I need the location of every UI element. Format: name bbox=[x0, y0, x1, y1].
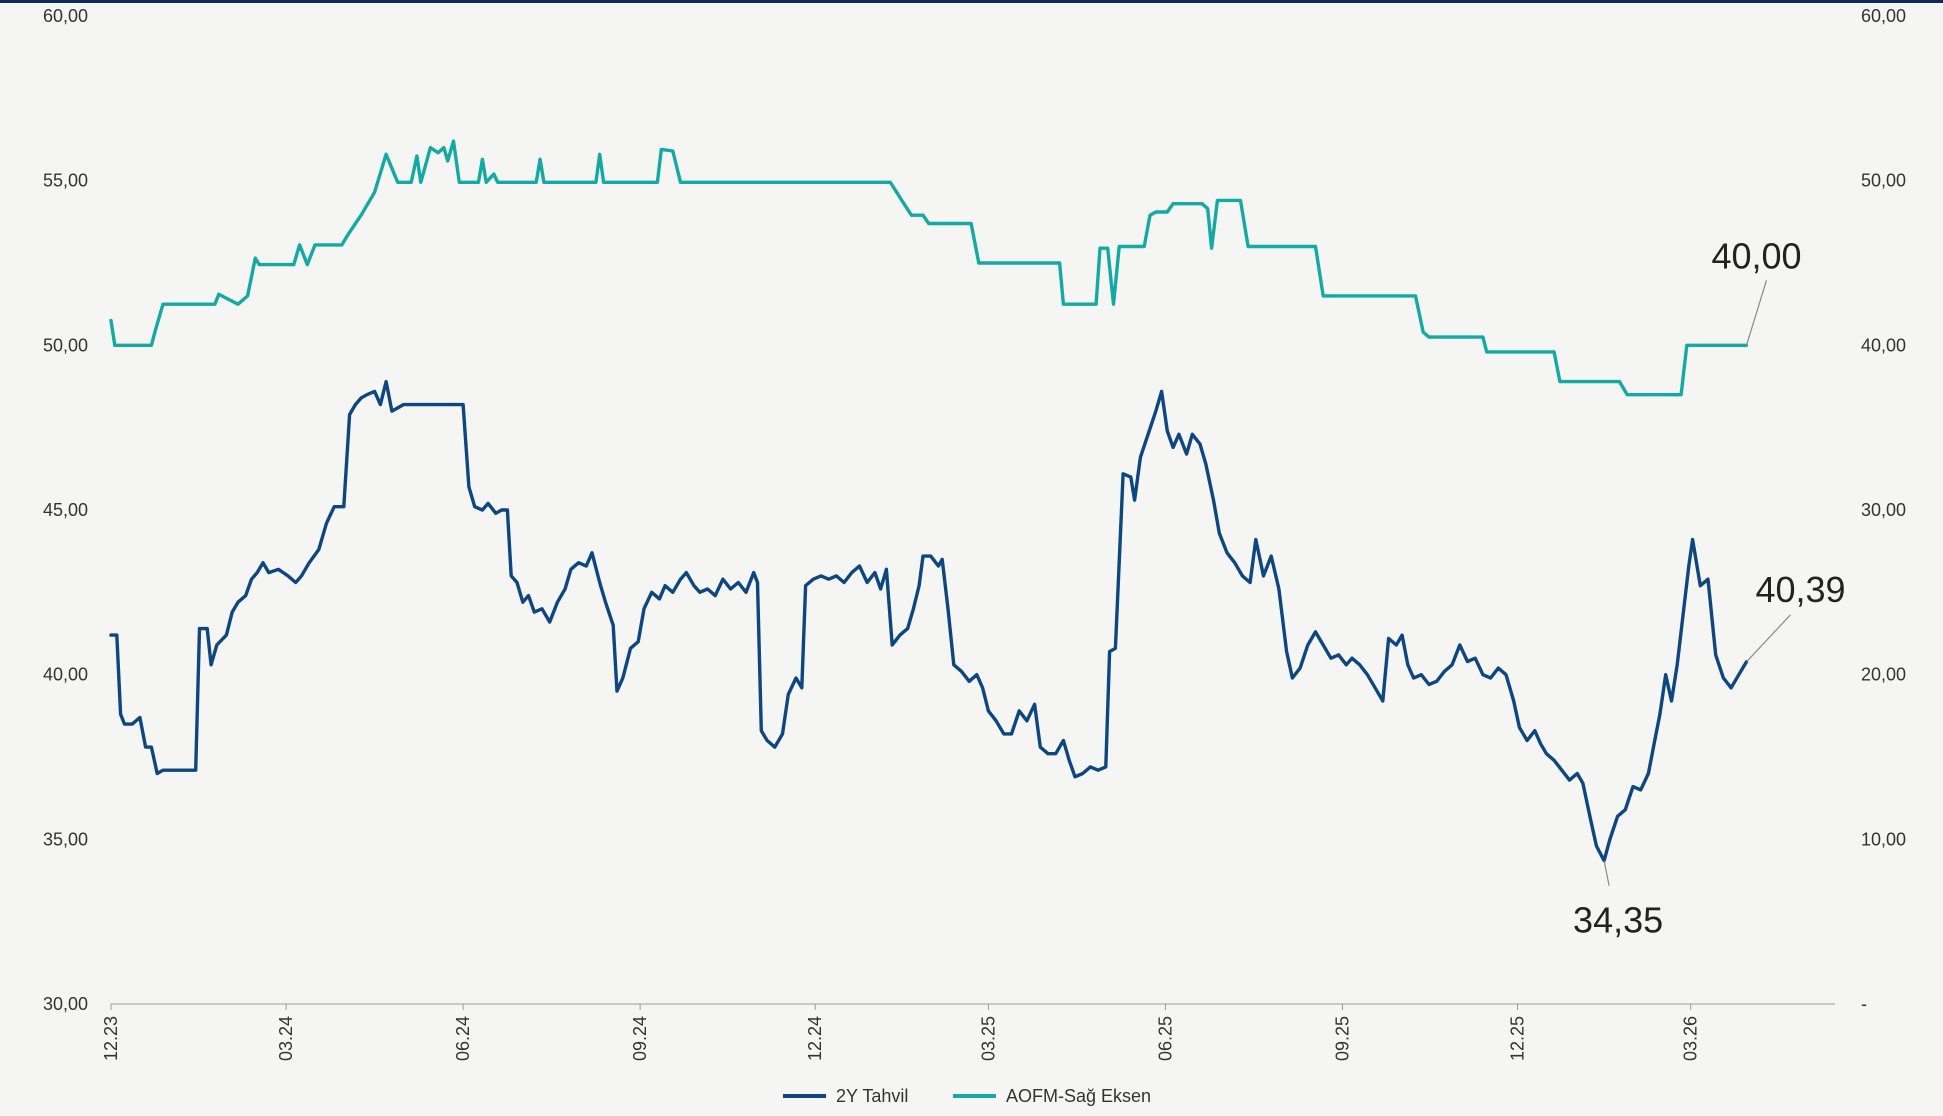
series-layer bbox=[109, 139, 1749, 863]
right-y-axis: - 10,00 20,00 30,00 40,00 50,00 60,00 bbox=[1861, 6, 1906, 1014]
left-y-tick-label: 60,00 bbox=[43, 6, 88, 26]
right-y-tick-label: 30,00 bbox=[1861, 500, 1906, 520]
right-y-tick-label: 50,00 bbox=[1861, 171, 1906, 191]
annotation-label: 40,39 bbox=[1755, 569, 1845, 610]
left-y-tick-label: 35,00 bbox=[43, 829, 88, 849]
x-tick-label: 03.24 bbox=[276, 1016, 296, 1061]
left-y-tick-label: 45,00 bbox=[43, 500, 88, 520]
right-y-tick-label: 20,00 bbox=[1861, 665, 1906, 685]
right-y-tick-label: 10,00 bbox=[1861, 829, 1906, 849]
x-tick-label: 03.25 bbox=[978, 1016, 998, 1061]
left-y-tick-label: 40,00 bbox=[43, 665, 88, 685]
left-y-tick-label: 50,00 bbox=[43, 335, 88, 355]
legend-item[interactable]: 2Y Tahvil bbox=[783, 1086, 908, 1106]
legend[interactable]: 2Y Tahvil AOFM-Sağ Eksen bbox=[783, 1086, 1151, 1106]
legend-label: AOFM-Sağ Eksen bbox=[1006, 1086, 1151, 1106]
left-y-axis: 30,00 35,00 40,00 45,00 50,00 55,00 60,00 bbox=[43, 6, 88, 1014]
x-axis: 12.23 03.24 06.24 09.24 12.24 03.25 06.25 09.25… bbox=[101, 1004, 1701, 1061]
legend-label: 2Y Tahvil bbox=[836, 1086, 908, 1106]
annotation-leader-line bbox=[1745, 280, 1768, 346]
series-line-aofm bbox=[109, 139, 1749, 397]
annotations: 40,00 40,39 34,35 bbox=[1573, 235, 1845, 940]
x-tick-label: 09.25 bbox=[1332, 1016, 1352, 1061]
x-tick-label: 12.23 bbox=[101, 1016, 121, 1061]
right-y-tick-label: 40,00 bbox=[1861, 335, 1906, 355]
annotation-leader-line bbox=[1603, 860, 1610, 886]
annotation-leader-line bbox=[1746, 614, 1791, 663]
x-tick-label: 06.25 bbox=[1155, 1016, 1175, 1061]
annotation-label: 34,35 bbox=[1573, 900, 1663, 941]
left-y-tick-label: 55,00 bbox=[43, 171, 88, 191]
right-y-tick-label: 60,00 bbox=[1861, 6, 1906, 26]
x-tick-label: 12.24 bbox=[805, 1016, 825, 1061]
annotation-label: 40,00 bbox=[1711, 235, 1801, 276]
series-line-2y-tahvil bbox=[109, 379, 1749, 863]
legend-item[interactable]: AOFM-Sağ Eksen bbox=[953, 1086, 1151, 1106]
top-rule bbox=[0, 0, 1943, 3]
x-tick-label: 03.26 bbox=[1681, 1016, 1701, 1061]
x-tick-label: 09.24 bbox=[630, 1016, 650, 1061]
x-tick-label: 06.24 bbox=[453, 1016, 473, 1061]
left-y-tick-label: 30,00 bbox=[43, 994, 88, 1014]
right-y-tick-label: - bbox=[1861, 994, 1867, 1014]
x-tick-label: 12.25 bbox=[1508, 1016, 1528, 1061]
